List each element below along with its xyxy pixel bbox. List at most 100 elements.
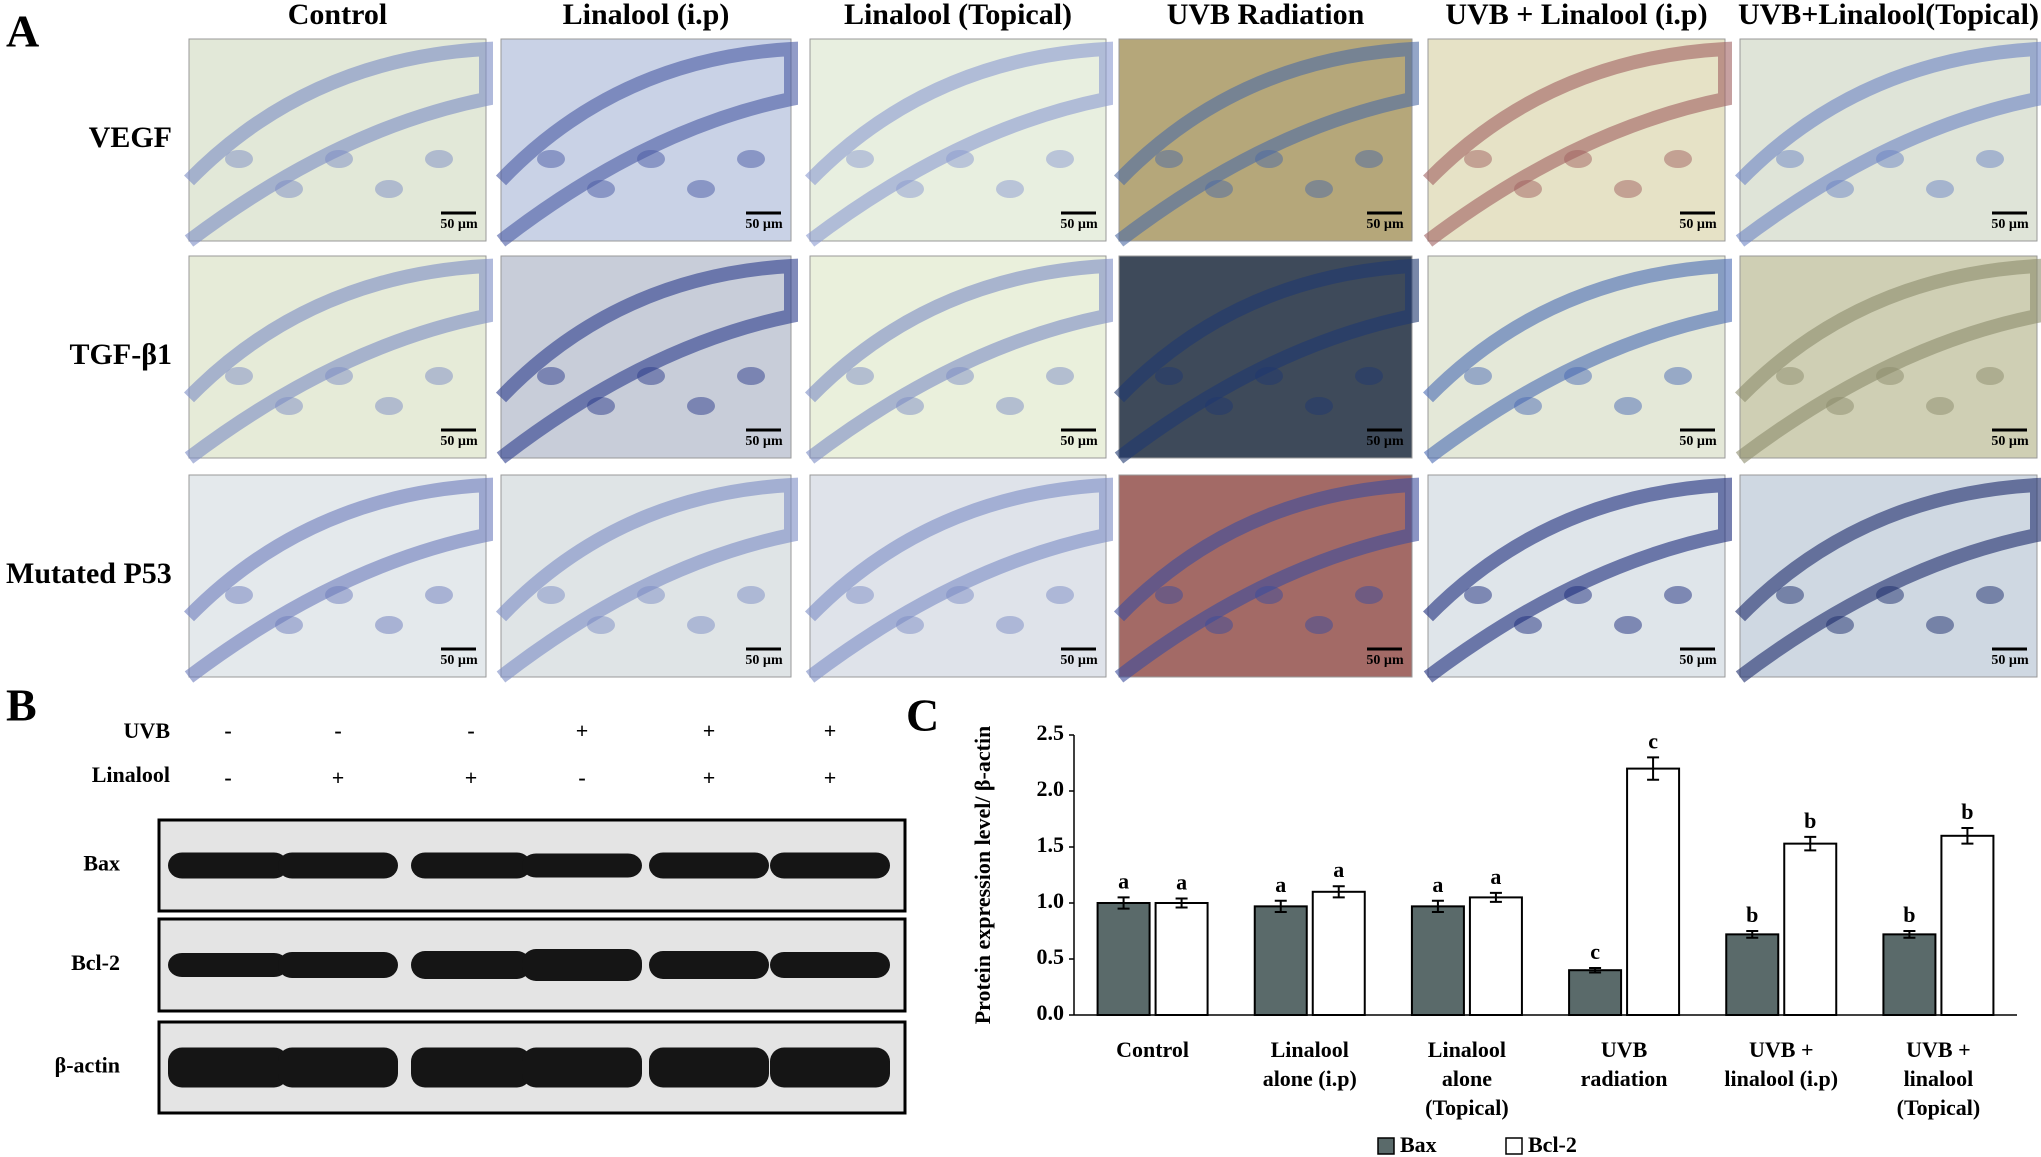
x-tick-label: UVB + [1906,1037,1971,1062]
cell [325,150,353,168]
significance-letter: b [1903,902,1915,927]
tissue [1113,258,1419,464]
bar [1940,834,1995,1016]
cell [1976,367,2004,385]
scale-bar-label: 50 µm [440,653,478,668]
cell [225,367,253,385]
cell [687,397,715,415]
bar [1626,767,1681,1016]
cell [1876,150,1904,168]
significance-letter: a [1275,872,1286,897]
scale-bar-label: 50 µm [440,217,478,232]
x-tick-label: UVB [1601,1037,1648,1062]
bar [1725,933,1780,1016]
tissue [1113,477,1419,683]
cell [737,367,765,385]
sign: + [703,718,716,743]
scale-bar-label: 50 µm [1060,217,1098,232]
tissue [495,258,798,464]
band [168,852,288,879]
significance-letter: a [1118,868,1129,893]
legend-label: Bcl-2 [1528,1132,1577,1157]
x-tick-label: (Topical) [1897,1095,1981,1120]
cell [1876,586,1904,604]
cell [1926,397,1954,415]
band [522,853,642,878]
error-bar [1332,885,1345,899]
cell [1926,616,1954,634]
cell [1355,150,1383,168]
cell [1046,586,1074,604]
sign: + [576,718,589,743]
cell [1255,367,1283,385]
scale-bar-label: 50 µm [1060,653,1098,668]
tissue [1422,477,1732,683]
cell [1826,397,1854,415]
cell [846,367,874,385]
sign: + [465,765,478,790]
x-tick-label: UVB + [1749,1037,1814,1062]
bar [1783,842,1838,1017]
cell [1255,150,1283,168]
y-tick-label: 0.5 [1037,944,1065,969]
bar [1568,969,1623,1017]
cell [375,616,403,634]
error-bar [1274,899,1287,913]
cell [325,367,353,385]
cell [275,180,303,198]
cell [1614,616,1642,634]
cell [1155,367,1183,385]
significance-letter: c [1590,939,1600,964]
column-title: UVB Radiation [1167,0,1365,31]
error-bar [1804,835,1817,852]
cell [896,397,924,415]
cell [425,150,453,168]
bar [1468,896,1523,1017]
cell [996,397,1024,415]
band [278,952,398,978]
cell [1305,616,1333,634]
cell [375,180,403,198]
cell [946,367,974,385]
error-bar [1175,897,1188,909]
x-tick-label: Control [1116,1037,1189,1062]
tissue [804,41,1113,247]
cell [1255,586,1283,604]
legend-label: Bax [1400,1132,1437,1157]
band [411,852,531,879]
panel-label: A [6,6,39,57]
cell [1205,616,1233,634]
sign: + [703,765,716,790]
cell [946,586,974,604]
tissue [1422,41,1732,247]
cell [846,586,874,604]
scale-bar-label: 50 µm [1991,434,2029,449]
scale-bar-label: 50 µm [440,434,478,449]
band [168,953,288,977]
cell [1155,150,1183,168]
scale-bar-label: 50 µm [1060,434,1098,449]
panel-label: B [6,680,37,731]
band [770,852,890,879]
x-tick-label: (Topical) [1425,1095,1509,1120]
row-label: Linalool [92,762,170,787]
error-bar [1647,756,1660,781]
cell [325,586,353,604]
scale-bar-label: 50 µm [1366,653,1404,668]
cell [1564,150,1592,168]
tissue [495,477,798,683]
y-tick-label: 2.5 [1037,720,1065,745]
cell [1155,586,1183,604]
cell [587,616,615,634]
scale-bar-label: 50 µm [1679,653,1717,668]
error-bar [1903,930,1916,939]
tissue [1734,41,2041,247]
tissue [804,477,1113,683]
x-tick-label: radiation [1581,1066,1668,1091]
scale-bar-label: 50 µm [745,653,783,668]
legend-swatch [1377,1137,1395,1155]
column-title: Linalool (Topical) [844,0,1072,31]
bar [1882,933,1937,1016]
sign: - [224,765,231,790]
band [649,951,769,979]
